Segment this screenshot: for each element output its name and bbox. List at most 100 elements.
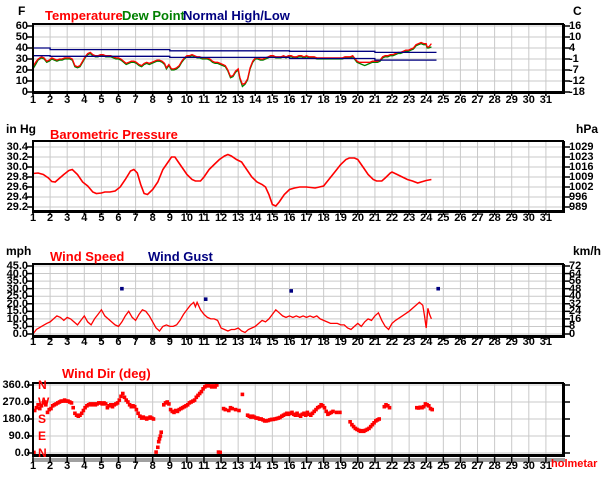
pressure-unit-right-label: hPa [576, 122, 599, 136]
x-axis-tick-label: 15 [266, 460, 279, 472]
x-axis-tick-label: 14 [249, 460, 262, 472]
x-axis-tick-label: 15 [266, 94, 279, 106]
x-axis-tick-label: 29 [505, 94, 518, 106]
y-axis-right-tick-label: 989 [569, 201, 588, 213]
legend-dew-point: Dew Point [122, 8, 185, 23]
y-axis-right-tick-label: 0 [569, 328, 576, 340]
x-axis-tick-label: 23 [403, 212, 416, 224]
x-axis-tick-label: 24 [420, 94, 433, 106]
x-axis-tick-label: 19 [334, 212, 347, 224]
y-axis-tick-label: 40.0 [6, 267, 28, 280]
x-axis-tick-label: 22 [385, 460, 399, 472]
x-axis-tick-label: 24 [420, 336, 433, 348]
x-axis-tick-label: 11 [198, 460, 210, 472]
y-axis-tick-label: 30.2 [6, 151, 28, 163]
x-axis-tick-label: 9 [166, 336, 173, 348]
x-axis-tick-label: 27 [471, 212, 484, 224]
x-axis-tick-label: 8 [149, 94, 156, 106]
y-axis-right-tick-label: 40 [569, 290, 582, 303]
y-axis-tick-label: 180.0 [2, 413, 30, 425]
x-axis-tick-label: 31 [539, 336, 553, 348]
y-axis-right-tick-label: 48 [569, 282, 582, 295]
legend-temperature: Temperature [45, 8, 123, 23]
x-axis-tick-label: 26 [454, 336, 467, 348]
x-axis-tick-label: 9 [166, 212, 173, 224]
x-axis-tick-label: 8 [149, 336, 156, 348]
x-axis-tick-label: 19 [334, 336, 347, 348]
y-axis-tick-label: 10.0 [6, 312, 28, 325]
temp-unit-right-label: C [573, 4, 582, 18]
x-axis-tick-label: 12 [214, 460, 228, 472]
x-axis-tick-label: 2 [47, 336, 54, 348]
x-axis-tick-label: 1 [29, 460, 37, 472]
y-axis-tick-label: 15.0 [6, 305, 28, 318]
compass-letter: N [38, 446, 47, 460]
x-axis-tick-label: 23 [403, 460, 416, 472]
x-axis-tick-label: 3 [64, 94, 71, 106]
x-axis-tick-label: 7 [132, 212, 139, 224]
x-axis-tick-label: 1 [29, 336, 37, 348]
y-axis-tick-label: 30.0 [6, 161, 28, 173]
x-axis-tick-label: 25 [437, 460, 450, 472]
y-axis-right-tick-label: 1016 [569, 161, 594, 173]
x-axis-tick-label: 2 [47, 460, 54, 472]
x-axis-tick-label: 7 [132, 336, 139, 348]
x-axis-tick-label: 21 [368, 336, 382, 348]
x-axis-tick-label: 27 [471, 336, 484, 348]
y-axis-tick-label: 270.0 [2, 396, 30, 408]
y-axis-right-tick-label: 1002 [569, 181, 594, 193]
y-axis-right-tick-label: 1009 [569, 171, 594, 183]
x-axis-tick-label: 15 [266, 212, 279, 224]
x-axis-tick-label: 22 [385, 212, 399, 224]
compass-letter: W [38, 395, 50, 409]
y-axis-right-tick-label: 1023 [569, 151, 594, 163]
x-axis-tick-label: 5 [98, 212, 105, 224]
x-axis-tick-label: 20 [351, 460, 364, 472]
y-axis-tick-label: 30.0 [6, 282, 28, 295]
x-axis-tick-label: 29 [505, 336, 518, 348]
x-axis-tick-label: 31 [539, 94, 553, 106]
x-axis-tick-label: 6 [115, 212, 122, 224]
x-axis-tick-label: 25 [437, 212, 450, 224]
x-axis-tick-label: 25 [437, 94, 450, 106]
x-axis-tick-label: 14 [249, 94, 262, 106]
x-axis-tick-label: 13 [232, 94, 245, 106]
legend-wind-speed: Wind Speed [50, 249, 125, 264]
x-axis-tick-label: 10 [180, 94, 193, 106]
x-axis-tick-label: 29 [505, 460, 518, 472]
x-axis-tick-label: 28 [488, 212, 501, 224]
y-axis-tick-label: 50 [15, 31, 28, 43]
x-axis-tick-label: 14 [249, 336, 262, 348]
x-axis-tick-label: 28 [488, 94, 501, 106]
x-axis-tick-label: 27 [471, 94, 484, 106]
y-axis-right-tick-label: -18 [569, 86, 585, 98]
x-axis-tick-label: 7 [132, 460, 139, 472]
y-axis-right-tick-label: -1 [569, 53, 579, 65]
y-axis-tick-label: 35.0 [6, 275, 28, 288]
x-axis-tick-label: 6 [115, 336, 122, 348]
compass-letter: N [38, 378, 47, 392]
y-axis-right-tick-label: -12 [569, 75, 585, 87]
x-axis-tick-label: 10 [180, 212, 193, 224]
x-axis-tick-label: 21 [368, 212, 382, 224]
x-axis-tick-label: 17 [300, 212, 313, 224]
x-axis-tick-label: 2 [47, 212, 54, 224]
title-barometric-pressure: Barometric Pressure [50, 127, 178, 142]
y-axis-right-tick-label: 72 [569, 260, 582, 272]
y-axis-tick-label: 29.8 [6, 171, 28, 183]
x-axis-tick-label: 18 [317, 336, 330, 348]
x-axis-tick-label: 3 [64, 460, 71, 472]
x-axis-tick-label: 30 [522, 336, 535, 348]
x-axis-tick-label: 17 [300, 94, 313, 106]
x-axis-tick-label: 17 [300, 336, 313, 348]
x-axis-tick-label: 20 [351, 336, 364, 348]
x-axis-tick-label: 20 [351, 212, 364, 224]
x-axis-tick-label: 23 [403, 336, 416, 348]
x-axis-tick-label: 26 [454, 212, 467, 224]
x-axis-tick-label: 4 [81, 94, 88, 106]
x-axis-tick-label: 28 [488, 460, 501, 472]
compass-letter: E [38, 429, 47, 443]
x-axis-tick-label: 27 [471, 460, 484, 472]
y-axis-tick-label: 5.0 [12, 320, 28, 333]
x-axis-tick-label: 13 [232, 336, 245, 348]
